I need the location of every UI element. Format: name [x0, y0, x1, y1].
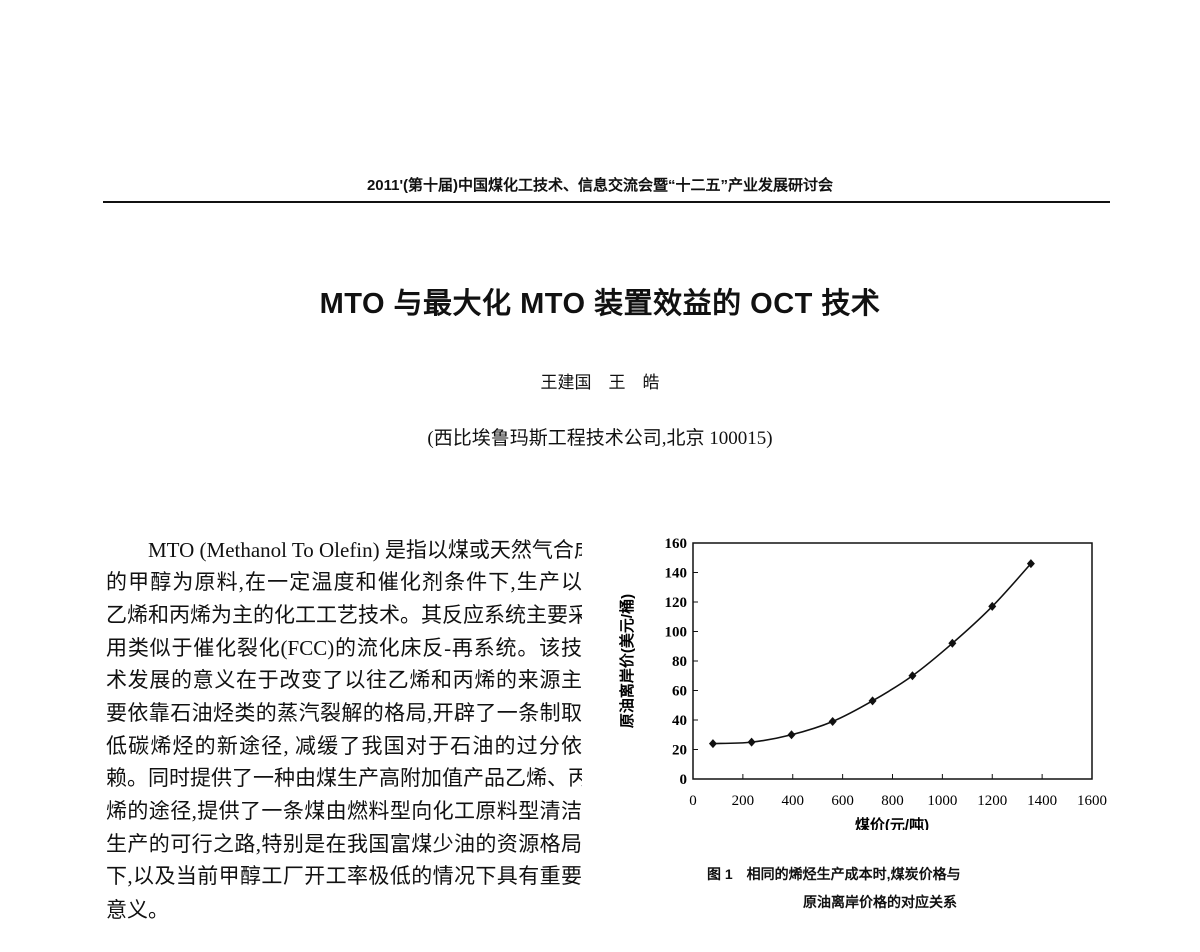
- y-tick-label: 100: [665, 625, 688, 641]
- body-line: 术发展的意义在于改变了以往乙烯和丙烯的来源主: [106, 668, 582, 692]
- y-axis-label: 原油离岸价(美元/桶): [618, 594, 636, 728]
- y-tick-label: 40: [672, 713, 687, 729]
- y-tick-label: 140: [665, 566, 688, 582]
- body-line: 意义。: [106, 898, 169, 922]
- authors: 王建国 王 皓: [540, 373, 660, 392]
- figure-1-chart: 0 200 400 600 800 1000 1200 1400 1600 0 20 40 60 80 10…: [618, 536, 1107, 830]
- body-line: MTO (Methanol To Olefin) 是指以煤或天然气合成: [148, 538, 582, 562]
- y-tick-label: 0: [680, 772, 688, 788]
- y-tick-label: 60: [672, 684, 687, 700]
- x-tick-label: 0: [689, 793, 697, 809]
- data-line: [712, 563, 1032, 745]
- body-line: 要依靠石油烃类的蒸汽裂解的格局,开辟了一条制取: [106, 701, 582, 725]
- x-tick-label: 1400: [1027, 793, 1057, 809]
- body-line: 低碳烯烃的新途径, 减缓了我国对于石油的过分依: [106, 734, 582, 758]
- x-axis-label: 煤价(元/吨): [855, 816, 929, 830]
- paper-title: MTO 与最大化 MTO 装置效益的 OCT 技术: [319, 288, 881, 320]
- x-tick-label: 1600: [1077, 793, 1107, 809]
- x-tick-label: 1200: [977, 793, 1007, 809]
- data-point: [908, 671, 917, 681]
- body-line: 的甲醇为原料,在一定温度和催化剂条件下,生产以: [106, 570, 582, 594]
- data-point: [1026, 559, 1035, 569]
- x-tick-label: 400: [782, 793, 805, 809]
- data-point: [828, 716, 837, 726]
- body-line: 用类似于催化裂化(FCC)的流化床反-再系统。该技: [106, 636, 582, 660]
- figure-caption-line-1: 图 1 相同的烯烃生产成本时,煤炭价格与: [707, 866, 961, 882]
- body-line: 乙烯和丙烯为主的化工工艺技术。其反应系统主要采: [106, 603, 582, 627]
- x-tick-label: 200: [732, 793, 755, 809]
- x-tick-label: 600: [831, 793, 854, 809]
- data-point: [988, 601, 997, 611]
- body-line: 下,以及当前甲醇工厂开工率极低的情况下具有重要: [106, 864, 582, 888]
- header-rule: [103, 201, 1110, 203]
- y-tick-label: 120: [665, 595, 688, 611]
- body-line: 生产的可行之路,特别是在我国富煤少油的资源格局: [106, 832, 582, 856]
- data-point: [708, 739, 717, 749]
- x-tick-label: 800: [881, 793, 904, 809]
- body-line: 赖。同时提供了一种由煤生产高附加值产品乙烯、丙: [106, 766, 582, 790]
- data-point: [948, 638, 957, 648]
- data-point: [868, 696, 877, 706]
- y-tick-label: 160: [665, 536, 688, 552]
- x-tick-label: 1000: [927, 793, 957, 809]
- data-point: [747, 737, 756, 747]
- y-tick-label: 80: [672, 654, 687, 670]
- y-tick-label: 20: [672, 743, 687, 759]
- body-line: 烯的途径,提供了一条煤由燃料型向化工原料型清洁: [106, 799, 582, 823]
- running-header: 2011'(第十届)中国煤化工技术、信息交流会暨“十二五”产业发展研讨会: [366, 177, 834, 194]
- affiliation: (西比埃鲁玛斯工程技术公司,北京 100015): [427, 428, 773, 449]
- figure-caption-line-2: 原油离岸价格的对应关系: [803, 894, 957, 910]
- data-point: [787, 730, 796, 740]
